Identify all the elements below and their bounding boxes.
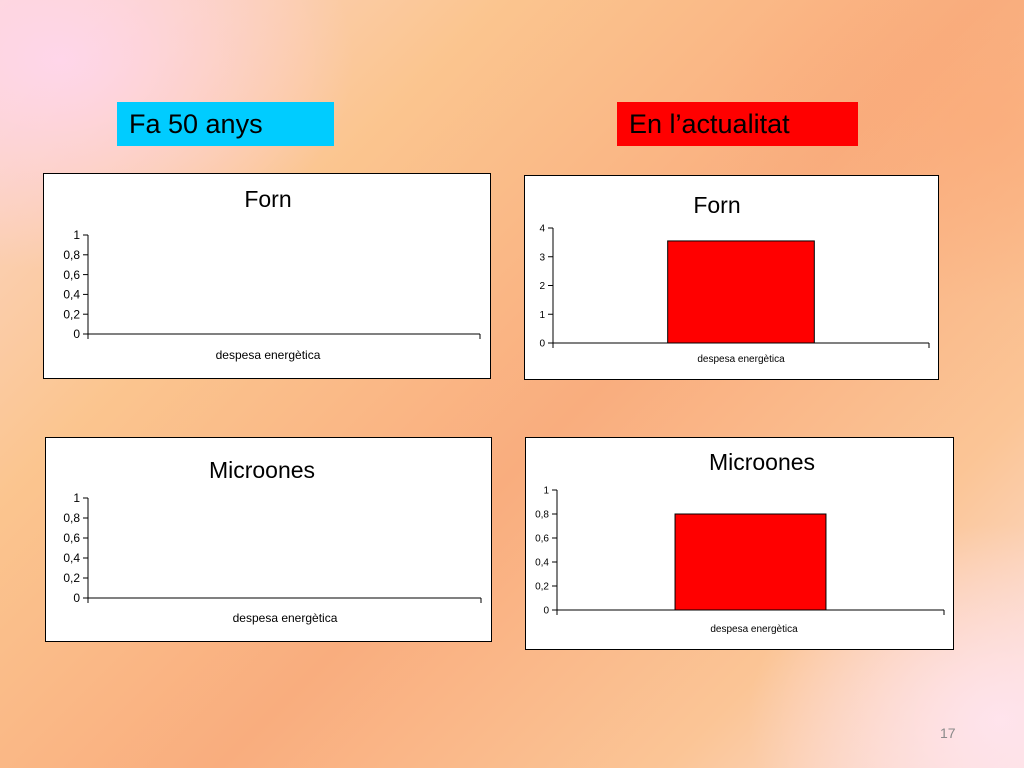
y-tick-label: 1 — [73, 491, 80, 505]
y-tick-label: 0,2 — [535, 582, 549, 593]
y-tick-label: 1 — [543, 486, 549, 497]
y-tick-label: 4 — [539, 224, 545, 235]
y-tick-label: 0,8 — [535, 510, 549, 521]
y-tick-label: 0,4 — [535, 558, 549, 569]
y-tick-label: 2 — [539, 281, 545, 292]
chart-title: Forn — [244, 186, 291, 212]
chart-title: Forn — [693, 192, 740, 218]
chart-title: Microones — [209, 457, 315, 483]
y-tick-label: 0 — [73, 591, 80, 605]
y-tick-label: 1 — [539, 310, 545, 321]
y-tick-label: 0 — [539, 339, 545, 350]
y-tick-label: 3 — [539, 252, 545, 263]
y-tick-label: 0,6 — [535, 534, 549, 545]
label-fa-50-anys: Fa 50 anys — [117, 102, 334, 146]
chart-microones-present: Microones 0 0,2 0,4 0,6 0,8 1 despesa energètic… — [525, 437, 954, 650]
chart-microones-past: Microones 0 0,2 0,4 0,6 0,8 1 despesa energètic… — [45, 437, 492, 642]
x-category-label: despesa energètica — [216, 348, 321, 362]
bar — [674, 513, 827, 611]
y-tick-label: 0 — [73, 327, 80, 341]
label-en-lactualitat: En l’actualitat — [617, 102, 858, 146]
page-number: 17 — [940, 725, 956, 741]
y-tick-label: 0,2 — [63, 307, 80, 321]
y-tick-label: 0,8 — [63, 511, 80, 525]
chart-forn-past: Forn 0 0,2 0,4 0,6 0,8 1 despesa energètica — [43, 173, 491, 379]
y-tick-label: 0,8 — [63, 248, 80, 262]
y-tick-label: 0,4 — [63, 288, 80, 302]
y-tick-label: 1 — [73, 228, 80, 242]
y-tick-label: 0,4 — [63, 551, 80, 565]
bar — [667, 240, 815, 344]
chart-title: Microones — [709, 449, 815, 475]
x-category-label: despesa energètica — [697, 354, 785, 365]
x-category-label: despesa energètica — [233, 611, 338, 625]
y-tick-label: 0 — [543, 606, 549, 617]
y-tick-label: 0,2 — [63, 571, 80, 585]
y-tick-label: 0,6 — [63, 531, 80, 545]
x-category-label: despesa energètica — [710, 624, 798, 635]
y-tick-label: 0,6 — [63, 268, 80, 282]
chart-forn-present: Forn 0 1 2 3 4 despesa energètica — [524, 175, 939, 380]
